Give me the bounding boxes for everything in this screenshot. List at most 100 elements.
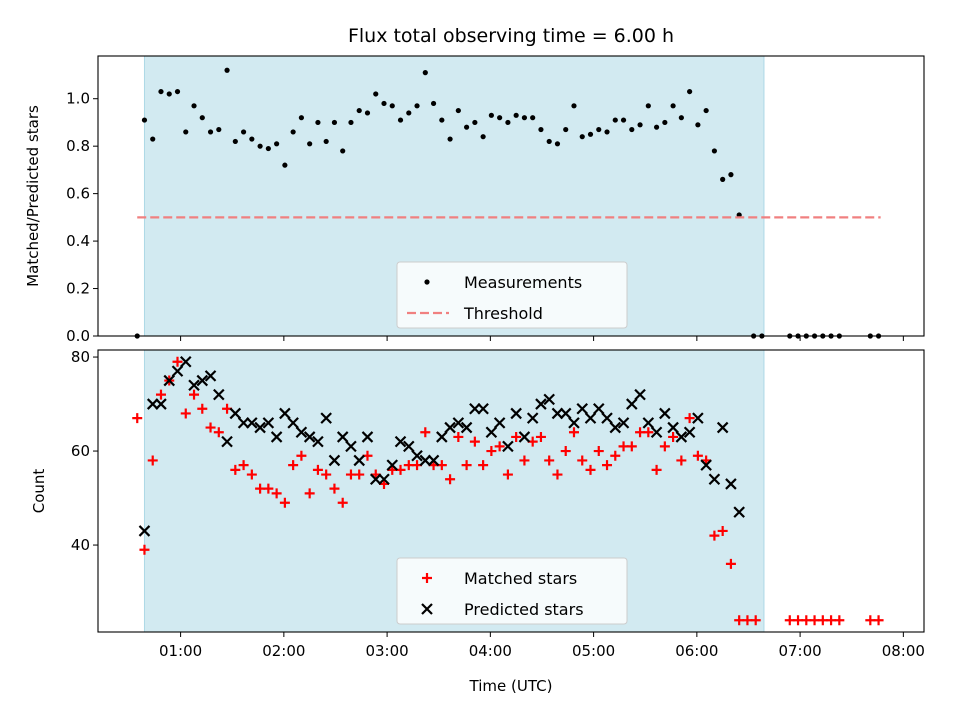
data-point — [174, 88, 181, 95]
data-point — [249, 136, 255, 142]
data-point — [873, 615, 884, 626]
data-point — [430, 100, 437, 107]
data-point — [519, 455, 530, 466]
data-point — [237, 417, 250, 429]
data-point — [295, 426, 308, 439]
data-point — [158, 88, 164, 95]
data-point — [439, 117, 445, 123]
data-point — [378, 473, 390, 486]
data-point — [543, 393, 555, 406]
data-point — [513, 112, 519, 118]
data-point — [643, 427, 654, 438]
data-point — [340, 148, 346, 154]
data-point — [716, 421, 729, 434]
data-point — [626, 398, 638, 410]
data-point — [711, 148, 718, 154]
data-point — [587, 131, 594, 137]
data-point — [270, 431, 283, 443]
x-tick-label: 01:00 — [159, 642, 202, 660]
x-tick-label: 05:00 — [572, 642, 615, 660]
legend-label: Matched stars — [464, 569, 577, 588]
data-point — [138, 525, 151, 537]
data-point — [328, 454, 341, 467]
data-point — [535, 431, 546, 442]
data-point — [593, 446, 604, 457]
data-point — [609, 421, 622, 434]
data-point — [659, 407, 671, 420]
data-point — [700, 459, 712, 471]
data-point — [601, 412, 613, 424]
data-point — [460, 421, 473, 434]
data-point — [180, 408, 191, 419]
data-point — [427, 454, 440, 467]
data-point — [521, 115, 528, 121]
y-tick-label: 0.6 — [66, 185, 90, 203]
y-tick-label: 80 — [71, 348, 90, 366]
y-tick-label: 40 — [71, 536, 90, 554]
x-tick-label: 03:00 — [365, 642, 408, 660]
legend-label: Threshold — [463, 304, 543, 323]
data-point — [420, 427, 431, 438]
data-point — [526, 412, 539, 424]
data-point — [422, 70, 428, 76]
data-point — [282, 162, 288, 168]
data-point — [653, 124, 660, 130]
data-point — [238, 460, 249, 471]
data-point — [687, 88, 693, 95]
data-point — [585, 464, 596, 475]
top-series-measurements — [134, 67, 882, 339]
data-point — [461, 460, 472, 471]
data-point — [196, 374, 209, 387]
data-point — [592, 402, 605, 415]
data-point — [329, 483, 340, 494]
data-point — [538, 126, 544, 133]
data-point — [546, 138, 552, 145]
data-point — [204, 370, 217, 382]
data-point — [315, 119, 321, 126]
data-point — [331, 119, 338, 126]
data-point — [676, 455, 687, 466]
data-point — [477, 402, 489, 415]
data-point — [312, 464, 323, 475]
data-point — [626, 441, 637, 452]
data-point — [478, 460, 489, 471]
data-point — [494, 441, 505, 452]
data-point — [551, 407, 564, 420]
data-point — [246, 469, 257, 480]
data-point — [155, 398, 167, 410]
data-point — [240, 129, 247, 135]
data-point — [354, 469, 365, 480]
y-tick-label: 1.0 — [66, 90, 90, 108]
data-point — [510, 407, 522, 420]
data-point — [348, 119, 354, 126]
data-point — [411, 449, 423, 462]
data-point — [199, 115, 205, 121]
data-point — [725, 558, 736, 569]
y-tick-label: 0.2 — [66, 280, 90, 298]
data-point — [205, 422, 216, 433]
data-point — [530, 115, 536, 121]
data-point — [650, 426, 663, 439]
data-point — [447, 136, 453, 142]
data-point — [645, 103, 651, 109]
data-point — [364, 110, 371, 116]
data-point — [216, 126, 222, 133]
data-point — [518, 431, 531, 443]
axes-frame — [97, 55, 925, 337]
data-point — [163, 374, 176, 387]
data-point — [750, 615, 761, 626]
data-point — [620, 117, 627, 123]
data-point — [602, 460, 613, 471]
y-tick-label: 0.0 — [66, 327, 90, 345]
data-point — [728, 172, 734, 178]
x-tick-label: 07:00 — [778, 642, 821, 660]
data-point — [571, 103, 577, 109]
data-point — [502, 469, 513, 480]
data-point — [229, 407, 242, 420]
data-point — [321, 469, 332, 480]
data-point — [221, 435, 233, 448]
data-point — [207, 129, 214, 135]
data-point — [559, 407, 572, 420]
axes-frame — [97, 349, 925, 633]
